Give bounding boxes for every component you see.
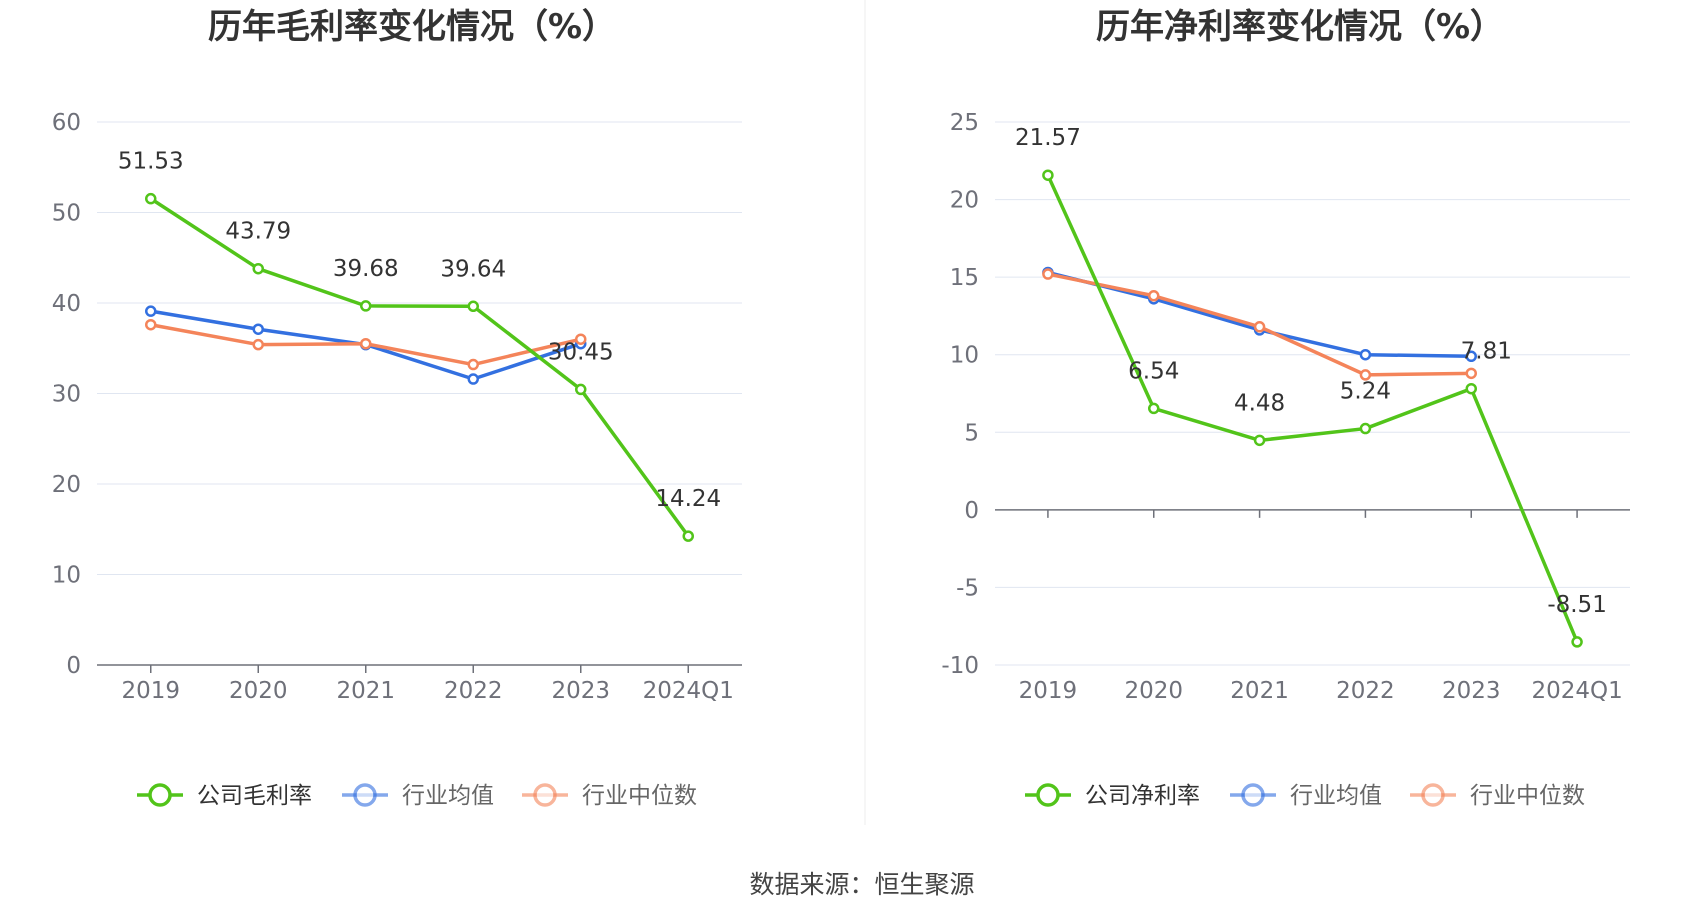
series-2-point — [145, 305, 157, 317]
x-tick-label: 2022 — [1336, 678, 1395, 704]
series-3-point — [360, 337, 372, 350]
legend-item-3[interactable]: 行业中位数 — [522, 783, 697, 809]
legend-marker — [533, 783, 557, 807]
legend-marker — [1241, 783, 1265, 807]
data-label: 21.57 — [1015, 125, 1081, 151]
series-3-point — [252, 338, 264, 351]
x-tick-label: 2019 — [121, 678, 180, 704]
y-tick-label: 20 — [950, 188, 979, 214]
series-1-point — [682, 530, 694, 542]
y-tick-label: 40 — [52, 291, 81, 317]
data-label: 51.53 — [118, 149, 184, 175]
series-3-point — [467, 358, 479, 371]
series-line-1 — [149, 197, 690, 538]
y-tick-label: 30 — [52, 382, 81, 408]
data-label: 4.48 — [1234, 390, 1285, 416]
x-tick-label: 2019 — [1019, 678, 1078, 704]
data-label: -8.51 — [1547, 592, 1607, 618]
y-tick-label: 5 — [964, 420, 979, 446]
legend-marker — [1036, 783, 1060, 807]
legend-marker — [353, 783, 377, 807]
legend-item-3[interactable]: 行业中位数 — [1410, 783, 1585, 809]
legend-label: 公司毛利率 — [197, 783, 312, 809]
x-tick-label: 2022 — [444, 678, 503, 704]
series-3-point — [575, 333, 587, 345]
series-1-point — [1571, 636, 1583, 648]
x-tick-label: 2021 — [1230, 678, 1289, 704]
y-tick-label: 20 — [52, 472, 81, 498]
legend-item-1[interactable]: 公司净利率 — [1025, 783, 1200, 809]
data-label: 7.81 — [1461, 339, 1512, 365]
x-tick-label: 2024Q1 — [1531, 678, 1622, 704]
x-tick-label: 2020 — [229, 678, 288, 704]
legend-item-2[interactable]: 行业均值 — [342, 783, 494, 809]
series-2-point — [1359, 348, 1372, 361]
legend-item-1[interactable]: 公司毛利率 — [137, 783, 312, 809]
series-3-point — [1359, 369, 1372, 381]
legend-label: 行业中位数 — [1470, 783, 1585, 809]
legend-marker — [148, 783, 172, 807]
series-3-point — [1465, 367, 1477, 380]
data-label: 14.24 — [655, 486, 721, 512]
chart-title: 历年毛利率变化情况（%） — [208, 7, 616, 47]
legend-label: 行业中位数 — [582, 783, 697, 809]
data-label: 39.64 — [440, 256, 506, 282]
data-label: 39.68 — [333, 256, 399, 282]
series-1-point — [1042, 169, 1054, 181]
series-3-point — [1253, 321, 1266, 333]
y-tick-label: 0 — [964, 498, 979, 524]
series-3-point — [1042, 268, 1054, 280]
data-label: 43.79 — [225, 219, 291, 245]
series-3-point — [1148, 290, 1160, 302]
chart-title: 历年净利率变化情况（%） — [1096, 7, 1504, 47]
series-1-point — [575, 383, 587, 396]
series-1-point — [1465, 382, 1477, 395]
series-1-point — [1359, 422, 1372, 435]
chart-1: 历年毛利率变化情况（%） 0 10 20 30 40 50 60 2019 2020 2021 202… — [52, 7, 742, 809]
x-tick-label: 2020 — [1124, 678, 1183, 704]
x-tick-label: 2021 — [336, 678, 395, 704]
legend-marker — [1421, 783, 1445, 807]
data-source-note: 数据来源：恒生聚源 — [749, 870, 974, 899]
x-tick-label: 2023 — [551, 678, 610, 704]
series-1-point — [252, 262, 264, 275]
data-label: 6.54 — [1128, 358, 1179, 384]
legend-label: 行业均值 — [1290, 783, 1382, 809]
data-label: 30.45 — [548, 339, 614, 365]
series-1-point — [1253, 434, 1266, 447]
y-tick-label: -10 — [941, 653, 979, 679]
series-3-point — [145, 318, 157, 331]
y-tick-label: 25 — [950, 110, 979, 136]
series-2-point — [1465, 350, 1477, 363]
y-tick-label: 50 — [52, 201, 81, 227]
y-tick-label: 0 — [66, 653, 81, 679]
y-tick-label: 60 — [52, 110, 81, 136]
legend-label: 公司净利率 — [1085, 783, 1200, 809]
series-line-1 — [1046, 174, 1579, 643]
series-1-point — [145, 192, 157, 205]
data-label: 5.24 — [1340, 379, 1391, 405]
y-tick-label: 15 — [950, 265, 979, 291]
y-tick-label: -5 — [956, 575, 979, 601]
series-2-point — [467, 373, 479, 385]
x-tick-label: 2024Q1 — [643, 678, 734, 704]
legend-label: 行业均值 — [402, 783, 494, 809]
series-2-point — [252, 323, 264, 335]
x-tick-label: 2023 — [1442, 678, 1501, 704]
y-tick-label: 10 — [52, 563, 81, 589]
y-tick-label: 10 — [950, 343, 979, 369]
legend-item-2[interactable]: 行业均值 — [1230, 783, 1382, 809]
series-1-point — [1148, 402, 1160, 415]
series-1-point — [360, 300, 372, 312]
series-1-point — [467, 300, 479, 313]
chart-2: 历年净利率变化情况（%） -10 -5 0 5 10 15 20 25 2019 2020 2021 2… — [941, 7, 1630, 809]
